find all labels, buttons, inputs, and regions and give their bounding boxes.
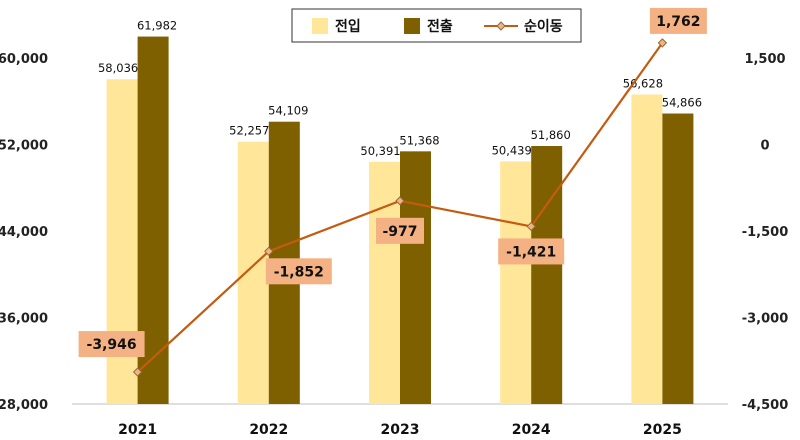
bar-value-label: 58,036 (98, 61, 138, 75)
left-tick-label: 44,000 (0, 225, 48, 240)
line-value-label: -1,421 (506, 244, 556, 260)
bar-value-label: 54,109 (268, 104, 308, 118)
line-marker (132, 367, 143, 377)
right-axis: -4,500 -3,000 -1,500 0 1,500 (742, 52, 789, 413)
bar-value-label: 56,628 (623, 76, 663, 90)
line-data-labels: -3,946 -1,852 -977 -1,421 1,762 (78, 7, 707, 358)
line-marker (395, 196, 405, 206)
line-label-box (78, 331, 145, 358)
legend-label-series-3: 순이동 (524, 18, 563, 35)
bar-1-2025 (631, 94, 663, 404)
bar-value-label: 61,982 (137, 19, 177, 33)
right-tick-label: -4,500 (742, 398, 789, 413)
category-label: 2024 (512, 422, 551, 438)
line-marker (526, 221, 536, 232)
bar-value-label: 51,860 (531, 128, 571, 142)
category-label: 2023 (381, 422, 420, 438)
bar-1-2023 (369, 161, 400, 404)
bar-value-label: 52,257 (229, 124, 269, 138)
bar-1-2024 (500, 161, 532, 404)
legend-swatch-series-1 (312, 18, 328, 34)
right-tick-label: -1,500 (742, 225, 789, 240)
line-value-label: 1,762 (656, 14, 700, 30)
category-labels: 2021 2022 2023 2024 2025 (118, 422, 682, 438)
bar-value-label: 50,391 (360, 144, 400, 158)
line-marker (657, 38, 668, 48)
line-value-label: -3,946 (87, 337, 137, 353)
right-tick-label: 0 (760, 139, 769, 154)
left-tick-label: 28,000 (0, 398, 48, 413)
line-series (132, 38, 668, 377)
legend-swatch-series-2 (404, 18, 420, 34)
line-label-box (265, 258, 332, 285)
left-axis: 28,000 36,000 44,000 52,000 60,000 (0, 52, 48, 413)
left-tick-label: 60,000 (0, 52, 48, 67)
right-tick-label: -3,000 (742, 312, 789, 327)
line-value-label: -1,852 (274, 264, 324, 280)
category-label: 2021 (118, 422, 157, 438)
left-tick-label: 36,000 (0, 312, 48, 327)
category-label: 2025 (643, 422, 682, 438)
left-tick-label: 52,000 (0, 139, 48, 154)
bar-value-label: 54,866 (662, 96, 702, 110)
bar-2-2024 (531, 146, 563, 405)
bar-2-2023 (400, 151, 431, 404)
right-tick-label: 1,500 (744, 52, 785, 67)
legend-label-series-1: 전입 (335, 18, 361, 35)
category-label: 2022 (249, 422, 288, 438)
bar-1-2022 (237, 141, 269, 404)
bar-2-2025 (662, 113, 694, 404)
line-marker (264, 246, 274, 257)
legend-box (291, 8, 582, 43)
legend: 전입 전출 순이동 (291, 8, 582, 43)
bar-value-label: 50,439 (492, 143, 532, 157)
line-label-box (498, 238, 565, 265)
legend-marker-series-3 (496, 21, 506, 31)
legend-label-series-2: 전출 (427, 18, 453, 35)
line-label-box (376, 217, 424, 244)
line-value-label: -977 (382, 224, 417, 240)
line-label-box (649, 7, 707, 34)
bar-value-label: 51,368 (399, 133, 439, 147)
